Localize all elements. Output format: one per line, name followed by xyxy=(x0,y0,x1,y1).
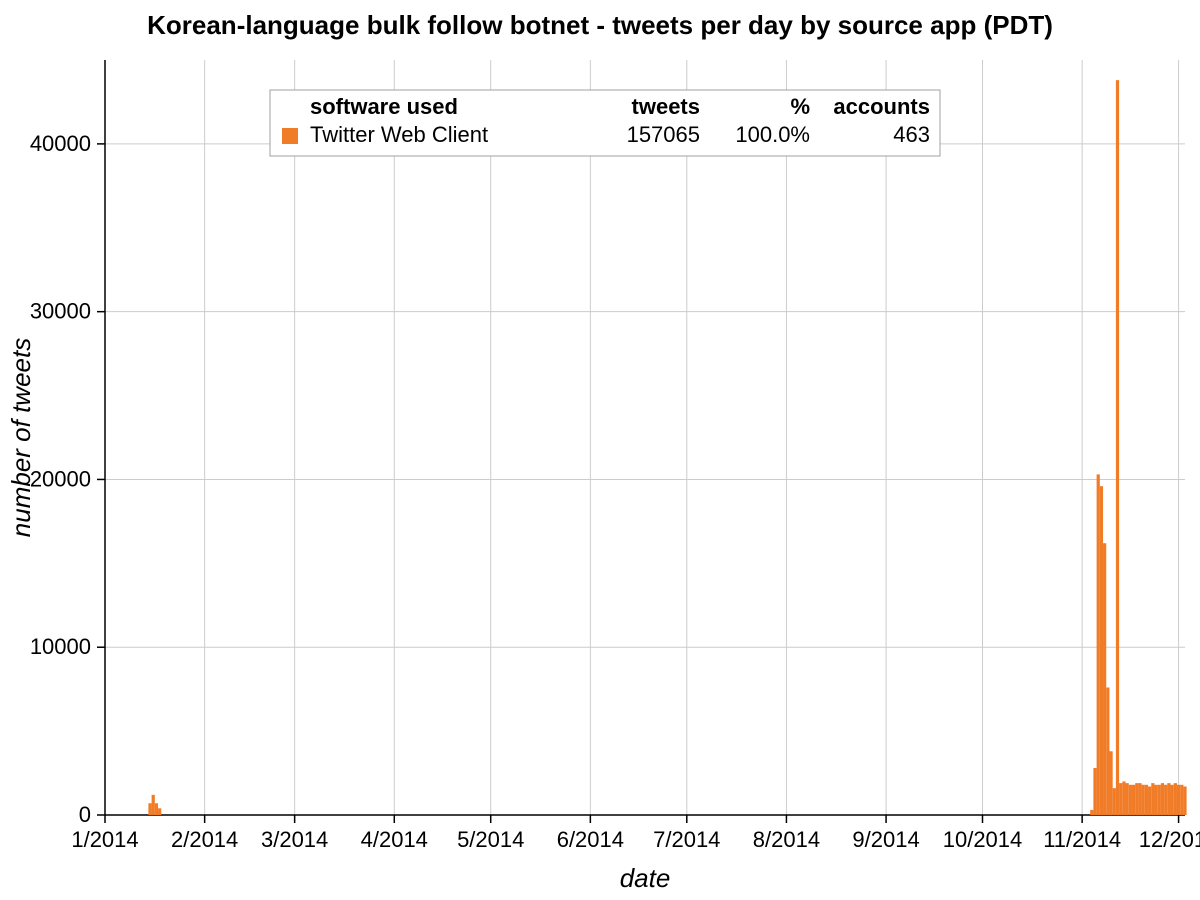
bar xyxy=(1167,783,1170,815)
y-tick-label: 40000 xyxy=(30,131,91,156)
y-tick-label: 10000 xyxy=(30,634,91,659)
bar xyxy=(1119,783,1122,815)
x-tick-label: 9/2014 xyxy=(852,827,919,852)
bar xyxy=(1113,788,1116,815)
chart-svg: Korean-language bulk follow botnet - twe… xyxy=(0,0,1200,900)
bar xyxy=(1171,785,1174,815)
bar xyxy=(1138,783,1141,815)
y-axis-label: number of tweets xyxy=(6,338,36,537)
bar xyxy=(1151,783,1154,815)
bar xyxy=(1106,687,1109,815)
legend-header-software: software used xyxy=(310,94,458,119)
bar xyxy=(1142,785,1145,815)
bar xyxy=(1148,786,1151,815)
x-tick-label: 4/2014 xyxy=(361,827,428,852)
legend-header-tweets: tweets xyxy=(632,94,700,119)
legend-header-accounts: accounts xyxy=(833,94,930,119)
bar xyxy=(1090,810,1093,815)
chart-container: Korean-language bulk follow botnet - twe… xyxy=(0,0,1200,900)
bar xyxy=(1109,751,1112,815)
chart-title: Korean-language bulk follow botnet - twe… xyxy=(147,10,1053,40)
bar xyxy=(148,803,151,815)
y-tick-label: 0 xyxy=(79,802,91,827)
bar xyxy=(1097,474,1100,815)
x-tick-label: 5/2014 xyxy=(457,827,524,852)
bar xyxy=(1122,781,1125,815)
bar xyxy=(1158,785,1161,815)
bar xyxy=(1100,486,1103,815)
bar xyxy=(152,795,155,815)
bar xyxy=(1129,785,1132,815)
y-tick-label: 30000 xyxy=(30,299,91,324)
bar xyxy=(1126,783,1129,815)
legend-row-accounts: 463 xyxy=(893,122,930,147)
x-tick-label: 6/2014 xyxy=(557,827,624,852)
bar xyxy=(1132,785,1135,815)
x-tick-label: 1/2014 xyxy=(71,827,138,852)
x-tick-label: 2/2014 xyxy=(171,827,238,852)
bar xyxy=(1135,783,1138,815)
x-tick-label: 10/2014 xyxy=(943,827,1023,852)
bar xyxy=(1183,786,1186,815)
legend-swatch xyxy=(282,128,298,144)
legend-row-tweets: 157065 xyxy=(627,122,700,147)
bar xyxy=(155,803,158,815)
bar xyxy=(1164,785,1167,815)
bar xyxy=(1116,80,1119,815)
bar xyxy=(1161,783,1164,815)
x-tick-label: 7/2014 xyxy=(653,827,720,852)
legend-row-label: Twitter Web Client xyxy=(310,122,488,147)
x-tick-label: 11/2014 xyxy=(1043,827,1121,852)
legend-header-percent: % xyxy=(790,94,810,119)
x-axis-label: date xyxy=(620,863,671,893)
x-tick-label: 12/2014 xyxy=(1139,827,1200,852)
bar xyxy=(1180,785,1183,815)
x-tick-label: 8/2014 xyxy=(753,827,820,852)
bar xyxy=(1174,783,1177,815)
bar xyxy=(1145,785,1148,815)
bar xyxy=(1093,768,1096,815)
bar xyxy=(1103,543,1106,815)
y-tick-label: 20000 xyxy=(30,466,91,491)
x-tick-label: 3/2014 xyxy=(261,827,328,852)
bar xyxy=(1154,785,1157,815)
legend-row-percent: 100.0% xyxy=(735,122,810,147)
bar xyxy=(1177,785,1180,815)
bar xyxy=(158,808,161,815)
